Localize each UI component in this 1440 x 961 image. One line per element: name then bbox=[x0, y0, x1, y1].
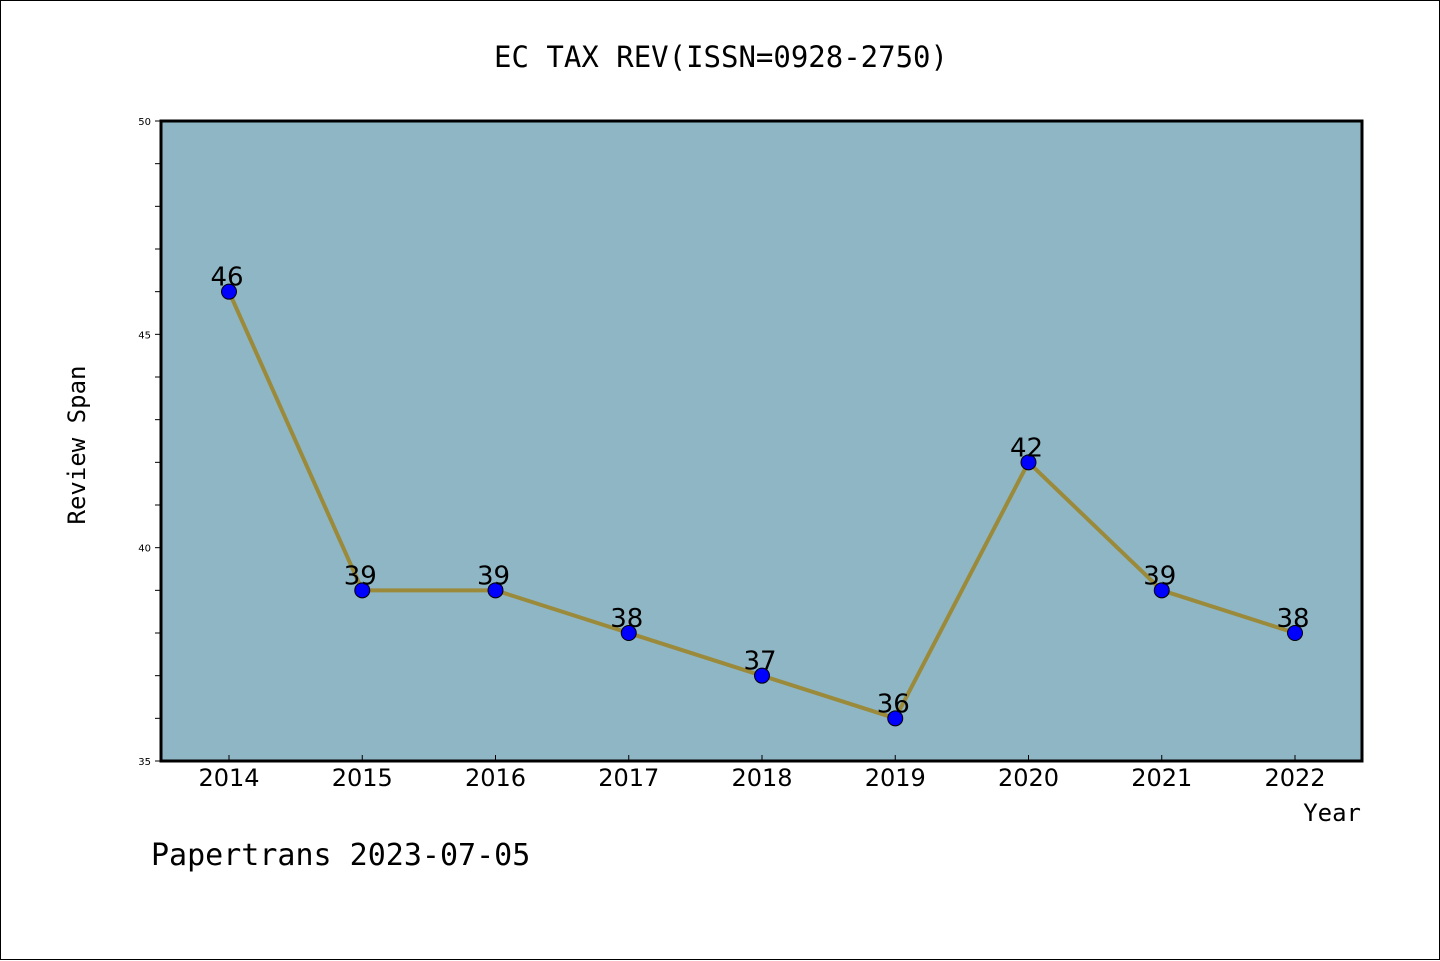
data-label: 42 bbox=[1010, 433, 1043, 463]
data-point bbox=[1020, 454, 1037, 471]
data-label: 36 bbox=[877, 689, 910, 719]
data-label: 39 bbox=[344, 561, 377, 591]
data-point bbox=[1287, 625, 1303, 641]
y-tick-label: 45 bbox=[138, 330, 151, 341]
data-labels-group: 46 39 39 38 37 36 42 39 38 bbox=[210, 263, 1309, 720]
plot-area bbox=[161, 121, 1362, 761]
data-label: 38 bbox=[1276, 604, 1309, 634]
footer-credit: Papertrans 2023-07-05 bbox=[151, 838, 530, 873]
data-point bbox=[221, 283, 237, 300]
y-tick-label: 50 bbox=[138, 117, 151, 128]
chart-title: EC TAX REV(ISSN=0928-2750) bbox=[494, 40, 948, 74]
data-label: 38 bbox=[610, 604, 643, 634]
data-point bbox=[887, 710, 904, 727]
x-tick-label: 2020 bbox=[998, 764, 1059, 792]
y-tick-label: 35 bbox=[138, 757, 151, 768]
x-tick-label: 2014 bbox=[198, 764, 259, 792]
y-axis: 35 40 45 50 bbox=[138, 117, 161, 768]
data-point bbox=[620, 625, 637, 641]
x-tick-label: 2021 bbox=[1131, 764, 1192, 792]
y-tick-label: 40 bbox=[138, 544, 151, 555]
x-tick-label: 2017 bbox=[598, 764, 659, 792]
data-label: 39 bbox=[477, 561, 510, 591]
series-line-group bbox=[221, 283, 1303, 727]
data-point bbox=[354, 582, 371, 599]
x-axis-label: Year bbox=[1303, 799, 1361, 827]
y-axis-label: Review Span bbox=[63, 366, 91, 525]
x-tick-label: 2019 bbox=[865, 764, 926, 792]
data-point bbox=[487, 582, 504, 599]
x-tick-label: 2018 bbox=[731, 764, 792, 792]
data-label: 46 bbox=[210, 263, 243, 293]
x-axis: 2014 2015 2016 2017 2018 2019 2020 2021 2022 bbox=[198, 755, 1326, 792]
data-label: 39 bbox=[1143, 561, 1176, 591]
x-tick-label: 2016 bbox=[465, 764, 526, 792]
data-label: 37 bbox=[743, 647, 776, 677]
x-tick-label: 2022 bbox=[1264, 764, 1325, 792]
data-point bbox=[754, 667, 770, 684]
data-point bbox=[1153, 582, 1170, 599]
x-tick-label: 2015 bbox=[332, 764, 393, 792]
plot-border bbox=[159, 119, 1364, 763]
